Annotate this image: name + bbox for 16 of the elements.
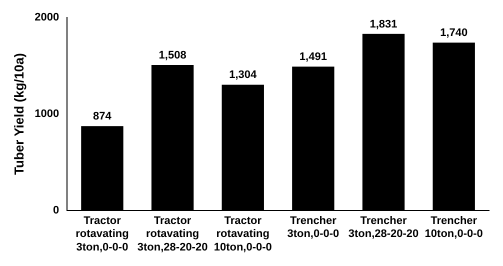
x-tick-label: Trencher 10ton,0-0-0 <box>424 215 483 240</box>
y-tick-label: 2000 <box>34 12 60 24</box>
x-tick-label: Trencher 3ton,0-0-0 <box>287 215 340 240</box>
data-label: 1,304 <box>229 69 258 82</box>
data-label: 1,740 <box>440 27 468 40</box>
data-label: 1,831 <box>370 18 398 30</box>
x-tick-label: Tractor rotavating 10ton,0-0-0 <box>214 215 272 254</box>
x-tick-label: Trencher 3ton,28-20-20 <box>348 215 419 240</box>
data-label: 874 <box>93 110 112 123</box>
y-tick-label: 0 <box>52 204 60 216</box>
x-tick-label: Tractor rotavating 3ton,0-0-0 <box>76 215 129 254</box>
data-label: 1,508 <box>158 50 186 62</box>
y-axis-title: Tuber Yield (kg/10a) <box>11 53 26 175</box>
x-tick-label: Tractor rotavating 3ton,28-20-20 <box>137 215 208 254</box>
data-label: 1,491 <box>299 51 327 64</box>
y-tick-label: 1000 <box>34 108 60 120</box>
